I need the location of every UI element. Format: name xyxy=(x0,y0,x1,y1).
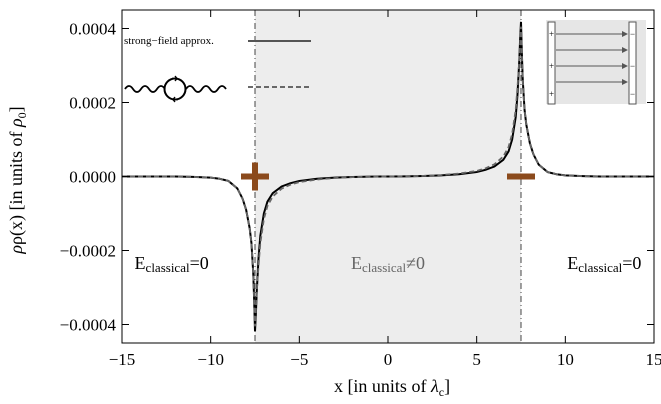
y-tick-label: 0.0002 xyxy=(69,94,116,113)
legend-label-strong-field: strong−field approx. xyxy=(124,35,214,47)
y-tick-label: −0.0004 xyxy=(60,316,117,335)
x-tick-label: −15 xyxy=(109,350,136,369)
svg-text:+: + xyxy=(549,61,554,71)
region-label: Eclassical=0 xyxy=(135,253,209,275)
x-axis-label: x [in units of λc] xyxy=(334,376,450,399)
x-tick-label: 0 xyxy=(384,350,393,369)
y-axis-label: ρρ(x) [in units of ρ0] xyxy=(6,106,29,254)
x-tick-label: 10 xyxy=(557,350,574,369)
y-tick-label: 0.0000 xyxy=(69,168,116,187)
x-tick-label: −5 xyxy=(290,350,308,369)
x-tick-label: −10 xyxy=(197,350,224,369)
svg-text:+: + xyxy=(549,29,554,39)
y-tick-label: −0.0002 xyxy=(60,242,116,261)
svg-text:+: + xyxy=(549,89,554,99)
svg-text:−: − xyxy=(630,29,635,39)
vacuum-polarization-loop-icon xyxy=(125,76,226,102)
minus-sign xyxy=(507,174,535,180)
capacitor-plates-icon: + + + − − − xyxy=(546,20,646,104)
svg-text:−: − xyxy=(630,61,635,71)
svg-text:−: − xyxy=(630,89,635,99)
region-label: Eclassical=0 xyxy=(567,253,641,275)
y-tick-label: 0.0004 xyxy=(69,20,116,39)
x-tick-label: 5 xyxy=(472,350,481,369)
x-tick-label: 15 xyxy=(646,350,661,369)
plus-sign-vertical xyxy=(252,163,258,191)
